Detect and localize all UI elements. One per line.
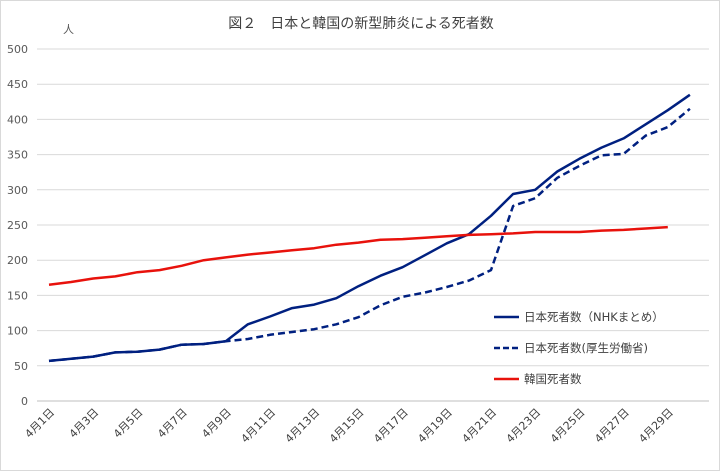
x-tick-label: 4月27日 — [592, 406, 632, 446]
y-tick-label: 400 — [7, 113, 28, 126]
y-tick-label: 500 — [7, 43, 28, 56]
x-tick-label: 4月13日 — [283, 406, 323, 446]
x-tick-label: 4月7日 — [155, 406, 190, 441]
series-line-2 — [48, 107, 691, 363]
x-tick-label: 4月19日 — [415, 406, 455, 446]
y-tick-label: 200 — [7, 254, 28, 267]
y-tick-label: 350 — [7, 149, 28, 162]
y-tick-label: 150 — [7, 289, 28, 302]
x-tick-label: 4月21日 — [460, 406, 500, 446]
series-line-1 — [48, 93, 691, 363]
legend-label: 韓国死者数 — [524, 372, 582, 386]
x-tick-label: 4月15日 — [327, 406, 367, 446]
x-tick-label: 4月25日 — [548, 406, 588, 446]
x-tick-label: 4月23日 — [504, 406, 544, 446]
x-tick-label: 4月29日 — [636, 406, 676, 446]
y-tick-label: 250 — [7, 219, 28, 232]
y-axis-unit: 人 — [63, 23, 74, 36]
x-tick-label: 4月17日 — [371, 406, 411, 446]
y-tick-label: 50 — [14, 360, 28, 373]
x-tick-label: 4月5日 — [111, 406, 146, 441]
y-tick-label: 100 — [7, 325, 28, 338]
y-tick-label: 300 — [7, 184, 28, 197]
x-tick-label: 4月3日 — [67, 406, 102, 441]
x-tick-label: 4月11日 — [239, 406, 279, 446]
y-tick-label: 450 — [7, 78, 28, 91]
y-tick-label: 0 — [21, 395, 28, 408]
x-tick-label: 4月9日 — [199, 406, 234, 441]
x-tick-label: 4月1日 — [22, 406, 57, 441]
legend-label: 日本死者数（NHKまとめ） — [524, 310, 664, 324]
series-line-3 — [48, 225, 668, 287]
chart-title: 図２ 日本と韓国の新型肺炎による死者数 — [228, 16, 494, 32]
legend-label: 日本死者数(厚生労働省) — [524, 341, 648, 355]
